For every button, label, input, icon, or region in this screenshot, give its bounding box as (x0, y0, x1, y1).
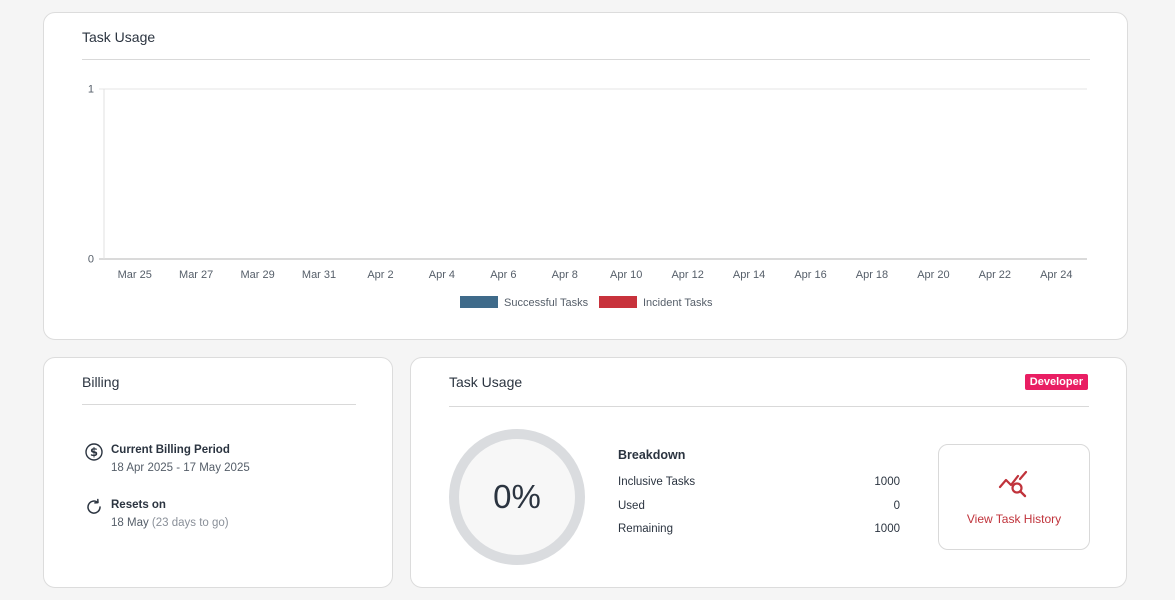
x-tick-label: Mar 25 (118, 269, 152, 281)
breakdown: Breakdown Inclusive Tasks 1000 Used 0 Re… (618, 448, 900, 547)
chart-card-divider (82, 59, 1090, 60)
y-tick-label: 0 (88, 254, 94, 266)
x-tick-label: Apr 10 (610, 269, 642, 281)
chart-card-title: Task Usage (82, 29, 156, 45)
plan-badge: Developer (1024, 374, 1088, 390)
chart-search-icon (998, 470, 1028, 498)
legend-label: Successful Tasks (504, 297, 589, 309)
task-usage-chart-card: Task Usage 1 0 Mar 25 Mar 27 Mar 29 Mar 31 Ap… (43, 12, 1128, 340)
billing-period-value: 18 Apr 2025 - 17 May 2025 (111, 462, 250, 474)
usage-divider (449, 406, 1089, 407)
usage-gauge: 0% (449, 429, 585, 565)
resets-row: Resets on 18 May (23 days to go) (84, 498, 229, 529)
task-usage-chart: 1 0 Mar 25 Mar 27 Mar 29 Mar 31 Apr 2 Apr 4 Apr… (88, 84, 1087, 309)
x-tick-label: Apr 22 (979, 269, 1011, 281)
breakdown-label: Inclusive Tasks (618, 476, 696, 488)
billing-period-label: Current Billing Period (111, 444, 230, 456)
x-tick-label: Apr 2 (367, 269, 393, 281)
gauge-value: 0% (493, 478, 541, 515)
billing-divider (82, 404, 356, 405)
resets-note: (23 days to go) (151, 517, 229, 529)
resets-value: 18 May (111, 517, 149, 529)
x-tick-label: Apr 18 (856, 269, 888, 281)
y-tick-label: 1 (88, 84, 94, 96)
x-tick-label: Apr 12 (671, 269, 703, 281)
x-tick-label: Apr 14 (733, 269, 765, 281)
x-tick-label: Apr 4 (429, 269, 455, 281)
billing-title: Billing (82, 374, 120, 390)
usage-title: Task Usage (449, 374, 523, 390)
x-tick-label: Apr 16 (794, 269, 826, 281)
billing-card: Billing $ Current Billing Period 18 Apr … (43, 357, 393, 588)
breakdown-row: Inclusive Tasks 1000 (618, 476, 900, 500)
view-task-history-label: View Task History (966, 512, 1062, 526)
legend-swatch (460, 296, 498, 308)
breakdown-label: Used (618, 499, 645, 512)
x-tick-label: Mar 27 (179, 269, 213, 281)
svg-text:$: $ (90, 445, 98, 459)
x-tick-label: Mar 29 (240, 269, 274, 281)
breakdown-value: 0 (893, 499, 900, 512)
x-tick-label: Apr 20 (917, 269, 949, 281)
breakdown-value: 1000 (874, 476, 900, 488)
resets-value-line: 18 May (23 days to go) (111, 517, 229, 529)
breakdown-label: Remaining (618, 523, 673, 535)
task-usage-card: Task Usage Developer 0% Breakdown Inclus… (410, 357, 1127, 588)
legend-swatch (599, 296, 637, 308)
breakdown-value: 1000 (874, 523, 900, 535)
resets-label: Resets on (111, 499, 166, 511)
x-tick-label: Apr 8 (552, 269, 578, 281)
breakdown-row: Remaining 1000 (618, 523, 900, 547)
x-tick-label: Mar 31 (302, 269, 336, 281)
billing-period-row: $ Current Billing Period 18 Apr 2025 - 1… (84, 443, 250, 474)
dollar-circle-icon: $ (85, 443, 103, 461)
view-task-history-button[interactable]: View Task History (938, 444, 1090, 550)
breakdown-title: Breakdown (618, 448, 686, 462)
breakdown-row: Used 0 (618, 500, 900, 524)
legend-label: Incident Tasks (643, 297, 713, 309)
x-tick-label: Apr 6 (490, 269, 516, 281)
x-tick-label: Apr 24 (1040, 269, 1072, 281)
refresh-icon (87, 498, 101, 514)
